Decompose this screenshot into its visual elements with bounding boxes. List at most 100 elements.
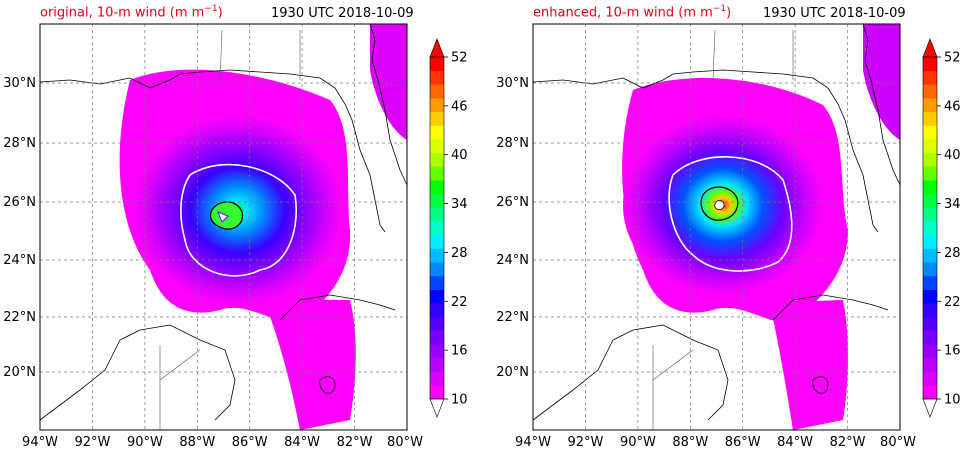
colorbar-outline	[429, 56, 445, 400]
borders	[652, 29, 794, 430]
colorbar-tick-label: 22	[944, 295, 961, 310]
colorbar-segment	[923, 316, 937, 331]
colorbar-segment	[430, 84, 444, 99]
colorbar-segment	[923, 248, 937, 263]
colorbar-tick-label: 10	[451, 393, 468, 408]
colorbar-segment	[923, 84, 937, 99]
colorbar-segment	[430, 371, 444, 386]
colorbar-segment	[430, 248, 444, 263]
colorbar-segment	[923, 125, 937, 140]
colorbar-segment	[923, 289, 937, 304]
colorbar-tick-label: 34	[944, 197, 961, 212]
lon-tick: 88°W	[672, 435, 708, 450]
colorbar-segment	[430, 111, 444, 126]
map-frame	[39, 23, 408, 431]
colorbar-segment	[430, 207, 444, 222]
colorbar-segment	[923, 262, 937, 277]
panel-title: enhanced, 10-m wind (m m−1)	[533, 4, 732, 21]
colorbar-tick-label: 52	[944, 51, 961, 66]
panel-original: original, 10-m wind (m m−1) 1930 UTC 201…	[3, 4, 468, 450]
colorbar-segment	[430, 357, 444, 372]
colorbar-segment	[923, 385, 937, 400]
colorbar-segment	[923, 57, 937, 71]
colorbar-segment	[430, 57, 444, 71]
lon-tick: 84°W	[284, 435, 320, 450]
colorbar-segment	[923, 180, 937, 195]
contour-white	[668, 156, 793, 272]
eye	[217, 211, 229, 223]
colorbar-tick-label: 52	[451, 51, 468, 66]
map-frame	[532, 23, 901, 431]
colorbar: 10 16 22 28 34 40 46 52	[429, 38, 468, 418]
lon-tick: 82°W	[830, 435, 866, 450]
colorbar-segment	[923, 344, 937, 359]
colorbar-segment	[923, 234, 937, 249]
colorbar-extend-max	[922, 38, 938, 58]
colorbar-segment	[923, 166, 937, 181]
lat-tick: 30°N	[3, 76, 36, 91]
lon-tick: 92°W	[74, 435, 110, 450]
lon-tick-labels: 94°W 92°W 90°W 88°W 86°W 84°W 82°W 80°W	[515, 435, 916, 450]
colorbar-segment	[923, 371, 937, 386]
colorbar-segment	[923, 330, 937, 345]
colorbar-extend-max	[429, 38, 445, 58]
colorbar-segment	[430, 316, 444, 331]
colorbar-tick-label: 16	[944, 344, 961, 359]
lat-tick: 22°N	[496, 310, 529, 325]
lat-tick: 20°N	[3, 365, 36, 380]
colorbar-segment	[430, 166, 444, 181]
colorbar-segment	[923, 70, 937, 85]
map-enhanced: 94°W 92°W 90°W 88°W 86°W 84°W 82°W 80°W …	[496, 23, 961, 450]
colorbar-extend-min	[922, 398, 938, 418]
lon-tick: 86°W	[232, 435, 268, 450]
lon-tick: 90°W	[620, 435, 656, 450]
colorbar-segment	[923, 275, 937, 290]
lat-tick: 22°N	[3, 310, 36, 325]
colorbar-tick-label: 10	[944, 393, 961, 408]
colorbar-tick-label: 46	[944, 99, 961, 114]
colorbar-segment	[430, 303, 444, 318]
colorbar-segment	[430, 152, 444, 167]
panel-title: original, 10-m wind (m m−1)	[40, 4, 223, 21]
wind-band-south	[768, 295, 848, 430]
panel-enhanced: enhanced, 10-m wind (m m−1) 1930 UTC 201…	[493, 0, 964, 453]
colorbar-segment	[430, 70, 444, 85]
lat-tick: 20°N	[496, 365, 529, 380]
colorbar-tick-label: 22	[451, 295, 468, 310]
colorbar-segment	[923, 357, 937, 372]
colorbar-tick-label: 46	[451, 99, 468, 114]
colorbar-segment	[430, 125, 444, 140]
colorbar-segment	[923, 139, 937, 154]
colorbar-segment	[923, 303, 937, 318]
lon-tick: 88°W	[179, 435, 215, 450]
lon-tick: 80°W	[880, 435, 916, 450]
colorbar-tick-label: 28	[944, 246, 961, 261]
lat-tick: 30°N	[496, 76, 529, 91]
colorbar-tick-label: 40	[944, 148, 961, 163]
colorbar-segment	[430, 98, 444, 113]
colorbar-tick-label: 28	[451, 246, 468, 261]
colorbar-segment	[430, 289, 444, 304]
colorbar-segment	[923, 98, 937, 113]
colorbar-segment	[430, 139, 444, 154]
colorbar-segment	[430, 262, 444, 277]
colorbar-tick-label: 40	[451, 148, 468, 163]
colorbar-segment	[430, 330, 444, 345]
colorbar-segment	[430, 275, 444, 290]
panel-timestamp: 1930 UTC 2018-10-09	[271, 6, 414, 21]
colorbar-segment	[430, 221, 444, 236]
eye	[714, 200, 725, 210]
lon-tick: 94°W	[22, 435, 58, 450]
colorbar-extend-min	[429, 398, 445, 418]
colorbar-outline	[922, 56, 938, 400]
lat-tick: 28°N	[496, 136, 529, 151]
lat-tick: 26°N	[496, 195, 529, 210]
lat-tick: 24°N	[496, 253, 529, 268]
lon-tick: 84°W	[777, 435, 813, 450]
colorbar-segment	[430, 385, 444, 400]
wind-field-northeast	[863, 24, 900, 140]
coastlines	[39, 23, 408, 421]
wind-field-northeast	[370, 24, 407, 140]
borders	[159, 29, 301, 430]
lon-tick: 94°W	[515, 435, 551, 450]
